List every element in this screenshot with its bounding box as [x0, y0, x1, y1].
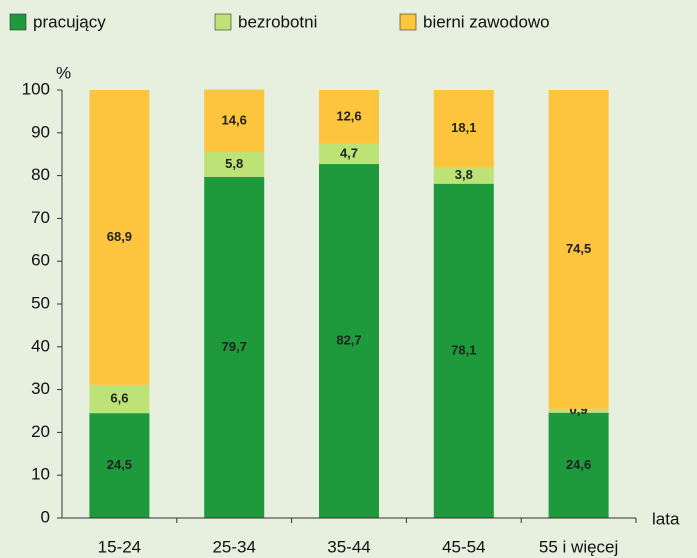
- y-tick-label: 0: [41, 507, 50, 526]
- bar-segment: [204, 152, 265, 177]
- y-tick-label: 80: [31, 165, 50, 184]
- value-label: 74,5: [566, 241, 591, 256]
- bar-segment: [89, 413, 150, 518]
- value-label: 24,6: [566, 457, 591, 472]
- value-label: 24,5: [107, 457, 132, 472]
- bar-segment: [548, 408, 609, 413]
- bar-segment: [89, 90, 150, 385]
- y-tick-label: 40: [31, 336, 50, 355]
- bar-segment: [433, 167, 494, 184]
- y-axis-label: %: [56, 63, 71, 82]
- value-label: 3,8: [455, 167, 473, 182]
- y-tick-label: 90: [31, 122, 50, 141]
- bar-segment: [204, 89, 265, 153]
- value-label: 78,1: [451, 342, 476, 357]
- y-tick-label: 20: [31, 422, 50, 441]
- value-label: 82,7: [336, 332, 361, 347]
- legend-label: pracujący: [33, 12, 106, 31]
- value-label: 79,7: [222, 339, 247, 354]
- legend-swatch: [9, 13, 27, 31]
- legend-label: bierni zawodowo: [423, 12, 550, 31]
- legend-swatch: [214, 13, 232, 31]
- value-label: 4,7: [340, 145, 358, 160]
- bar-segment: [433, 183, 494, 518]
- y-tick-label: 30: [31, 379, 50, 398]
- bar-segment: [319, 143, 379, 165]
- y-tick-label: 100: [22, 79, 50, 98]
- value-label: 5,8: [225, 156, 243, 171]
- value-label: 6,6: [110, 390, 128, 405]
- y-tick-label: 10: [31, 465, 50, 484]
- x-tick-label: 25-34: [212, 537, 255, 556]
- y-tick-label: 70: [31, 208, 50, 227]
- bar-segment: [319, 164, 379, 518]
- value-label: 18,1: [451, 120, 476, 135]
- value-label: 68,9: [107, 229, 132, 244]
- bar-segment: [433, 90, 494, 168]
- x-tick-label: 35-44: [327, 537, 370, 556]
- bar-segment: [548, 412, 609, 518]
- bar-segment: [548, 90, 609, 409]
- y-tick-label: 50: [31, 293, 50, 312]
- value-label: 12,6: [336, 108, 361, 123]
- bar-segment: [204, 176, 265, 518]
- value-label: 14,6: [222, 112, 247, 127]
- x-tick-label: 45-54: [442, 537, 485, 556]
- bar-segment: [89, 384, 150, 414]
- legend-swatch: [399, 13, 417, 31]
- y-tick-label: 60: [31, 251, 50, 270]
- x-axis-label: lata: [652, 509, 680, 528]
- bar-segment: [319, 90, 379, 144]
- x-tick-label: 55 i więcej: [539, 537, 618, 556]
- x-tick-label: 15-24: [98, 537, 141, 556]
- legend-label: bezrobotni: [238, 12, 317, 31]
